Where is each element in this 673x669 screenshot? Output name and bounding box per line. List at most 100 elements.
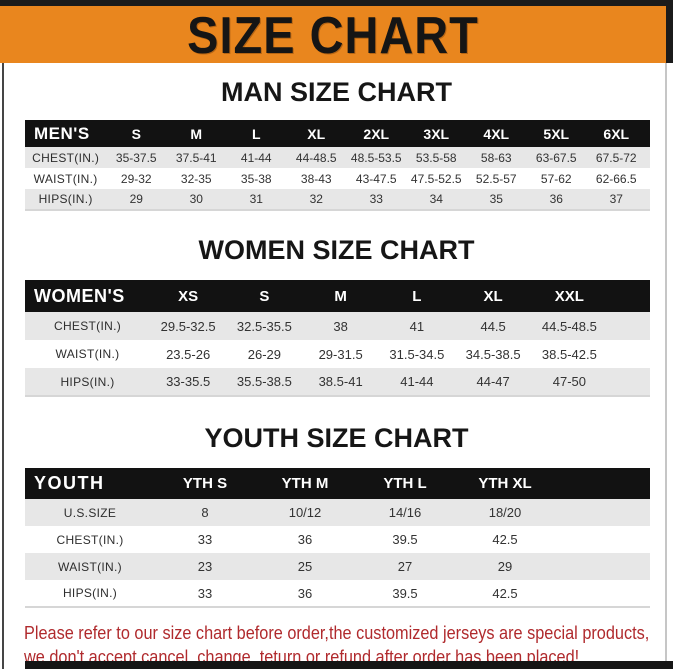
table-row: WAIST(IN.) 29-32 32-35 35-38 38-43 43-47.5 47.… [25, 168, 650, 189]
table-row: HIPS(IN.) 33 36 39.5 42.5 [25, 580, 650, 607]
size-cell: 44-48.5 [295, 150, 337, 165]
size-cell: 44-47 [476, 374, 510, 389]
bottom-frame-bar [25, 661, 673, 669]
row-label: WAIST(IN.) [33, 171, 98, 186]
size-cell: 34 [429, 192, 443, 206]
column-header: M [334, 287, 347, 305]
size-cell: 32-35 [180, 171, 212, 186]
size-cell: 41-44 [240, 150, 272, 165]
women-size-table: WOMEN'S XS S M L XL XXL CHEST(IN.) 29.5-32.5 32.5… [25, 280, 650, 397]
size-cell: 47.5-52.5 [410, 171, 462, 186]
spacer-cell [555, 553, 650, 580]
column-header: 3XL [423, 125, 450, 142]
size-cell: 37 [609, 192, 623, 206]
section-heading-man: MAN SIZE CHART [221, 77, 452, 107]
size-cell: 48.5-53.5 [350, 150, 402, 165]
left-border-line [2, 63, 4, 669]
size-cell: 52.5-57 [475, 171, 517, 186]
size-chart-content: MAN SIZE CHART MEN'S S M L XL 2XL 3XL 4XL 5XL 6XL… [0, 63, 673, 669]
row-label: WAIST(IN.) [55, 347, 120, 361]
size-cell: 41-44 [400, 374, 434, 389]
row-label: CHEST(IN.) [54, 319, 121, 333]
size-cell: 33 [197, 532, 213, 547]
men-size-table: MEN'S S M L XL 2XL 3XL 4XL 5XL 6XL CHEST(IN.) 35-37… [25, 120, 650, 211]
column-header: S [131, 125, 141, 142]
size-cell: 37.5-41 [175, 150, 217, 165]
size-cell: 39.5 [392, 532, 418, 547]
column-header: XL [307, 125, 326, 142]
size-cell: 29 [497, 559, 513, 574]
size-cell: 31.5-34.5 [389, 346, 445, 362]
spacer-cell [608, 312, 651, 340]
size-cell: 42.5 [492, 532, 518, 547]
row-label: CHEST(IN.) [56, 532, 124, 547]
size-cell: 39.5 [392, 585, 418, 601]
size-cell: 35-37.5 [115, 150, 157, 165]
size-cell: 29.5-32.5 [160, 318, 216, 334]
table-header-row: YOUTH YTH S YTH M YTH L YTH XL [25, 468, 650, 499]
size-cell: 18/20 [488, 505, 522, 520]
column-header: YTH L [383, 475, 427, 492]
size-cell: 44.5-48.5 [541, 318, 597, 334]
row-label: U.S.SIZE [63, 505, 117, 520]
column-header: 2XL [363, 125, 390, 142]
size-cell: 14/16 [388, 505, 422, 520]
size-cell: 38 [333, 318, 348, 334]
size-cell: 47-50 [552, 374, 586, 389]
spacer-cell [608, 340, 651, 368]
size-cell: 29-31.5 [318, 346, 363, 362]
women-size-chart-section: WOMEN SIZE CHART WOMEN'S XS S M L XL XXL CHEST(… [0, 235, 673, 397]
size-cell: 23.5-26 [166, 346, 211, 362]
size-cell: 30 [189, 192, 203, 206]
size-cell: 29-32 [120, 171, 152, 186]
size-cell: 29 [129, 192, 143, 206]
row-label: CHEST(IN.) [32, 150, 100, 165]
column-header: XS [178, 287, 199, 305]
column-header: L [412, 287, 422, 305]
size-cell: 38-43 [300, 171, 332, 186]
table-row: CHEST(IN.) 29.5-32.5 32.5-35.5 38 41 44.5 44.5… [25, 312, 650, 340]
size-cell: 26-29 [247, 346, 281, 362]
size-cell: 36 [297, 585, 313, 601]
man-size-chart-section: MAN SIZE CHART MEN'S S M L XL 2XL 3XL 4XL 5XL 6XL… [0, 77, 673, 211]
table-row: WAIST(IN.) 23 25 27 29 [25, 553, 650, 580]
size-cell: 8 [201, 505, 209, 520]
spacer-cell [555, 499, 650, 526]
table-row: HIPS(IN.) 33-35.5 35.5-38.5 38.5-41 41-44 44-… [25, 368, 650, 396]
row-label: HIPS(IN.) [38, 192, 93, 206]
row-label: WAIST(IN.) [58, 559, 122, 574]
size-cell: 53.5-58 [415, 150, 457, 165]
size-cell: 58-63 [480, 150, 512, 165]
table-row: CHEST(IN.) 35-37.5 37.5-41 41-44 44-48.5 48.5… [25, 147, 650, 168]
spacer-cell [555, 580, 650, 607]
size-cell: 35.5-38.5 [236, 374, 292, 389]
size-cell: 27 [397, 559, 413, 574]
size-cell: 33 [369, 192, 383, 206]
youth-size-table: YOUTH YTH S YTH M YTH L YTH XL U.S.SIZE 8 10/12… [25, 468, 650, 608]
size-cell: 57-62 [540, 171, 572, 186]
table-header-row: MEN'S S M L XL 2XL 3XL 4XL 5XL 6XL [25, 120, 650, 147]
size-cell: 23 [197, 559, 213, 574]
table-row: U.S.SIZE 8 10/12 14/16 18/20 [25, 499, 650, 526]
top-frame-strip [0, 0, 673, 6]
right-border-line [665, 63, 667, 669]
spacer-cell [608, 368, 651, 396]
banner-title: SIZE CHART [187, 5, 479, 64]
size-cell: 33-35.5 [166, 374, 211, 389]
size-cell: 33 [197, 585, 213, 601]
column-header: 4XL [483, 125, 510, 142]
size-cell: 36 [549, 192, 563, 206]
size-cell: 34.5-38.5 [465, 346, 521, 362]
spacer-cell [646, 147, 650, 168]
column-header: L [251, 125, 261, 142]
size-cell: 63-67.5 [535, 150, 577, 165]
row-label: HIPS(IN.) [62, 586, 118, 600]
spacer-cell [555, 468, 650, 499]
size-cell: 44.5 [480, 318, 506, 334]
size-cell: 32 [309, 192, 323, 206]
size-cell: 43-47.5 [355, 171, 397, 186]
section-heading-women: WOMEN SIZE CHART [198, 235, 475, 265]
size-cell: 25 [297, 559, 313, 574]
youth-size-chart-section: YOUTH SIZE CHART YOUTH YTH S YTH M YTH L YTH… [0, 423, 673, 608]
column-header: S [259, 287, 270, 305]
